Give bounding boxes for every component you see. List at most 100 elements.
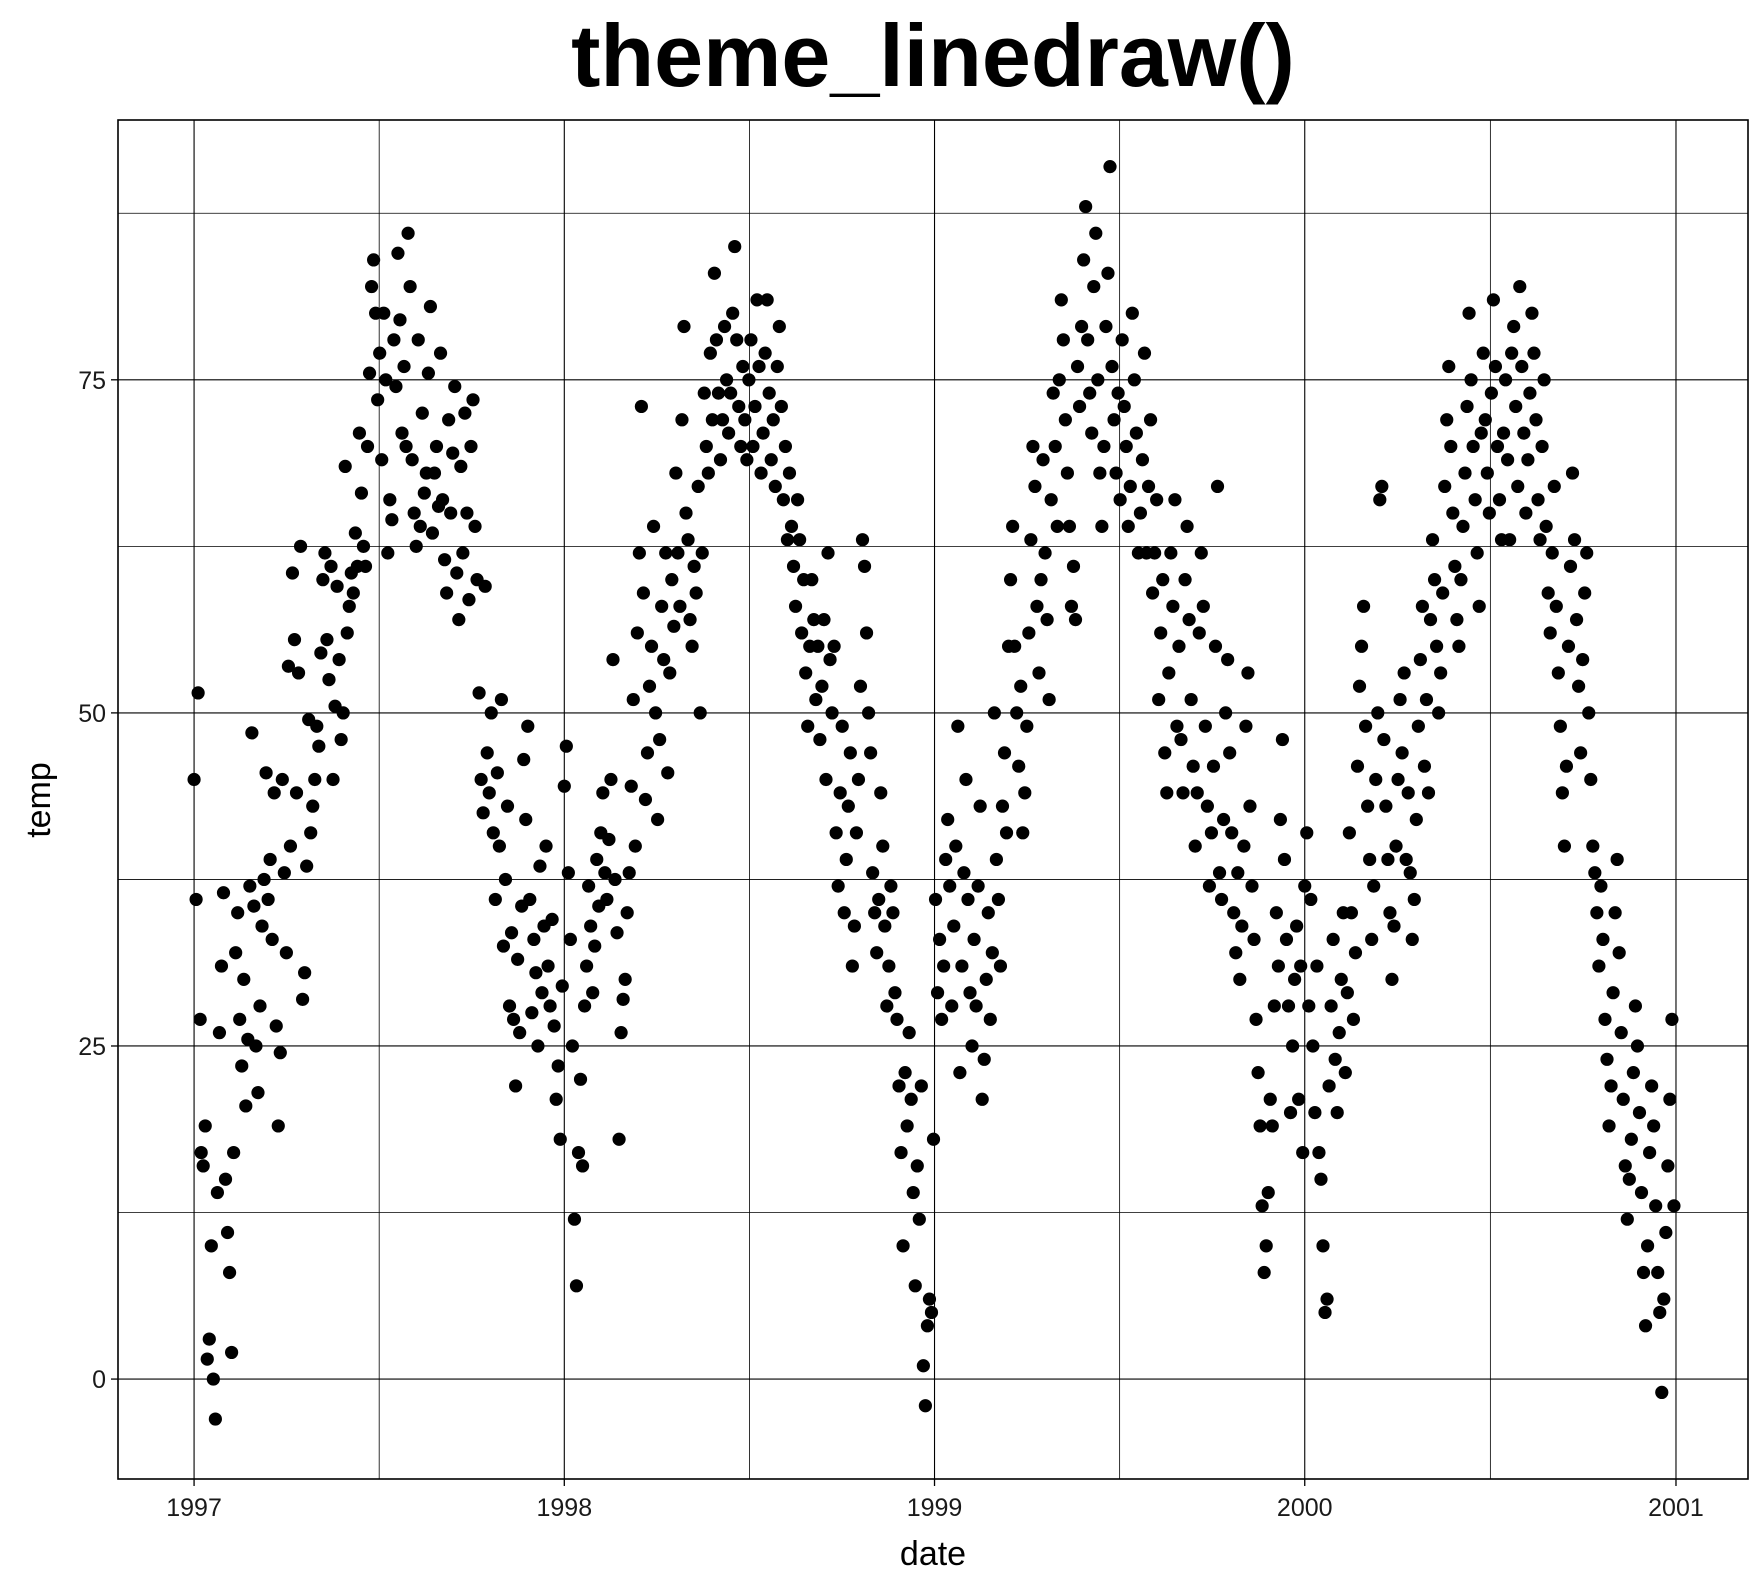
data-point — [1446, 506, 1460, 520]
data-point — [245, 726, 259, 740]
data-point — [827, 639, 841, 653]
data-point — [726, 306, 740, 320]
data-point — [823, 653, 837, 667]
data-point — [1101, 266, 1115, 280]
data-point — [575, 1159, 590, 1173]
data-point — [229, 946, 243, 960]
data-point — [596, 786, 610, 800]
data-point — [1178, 573, 1192, 587]
data-point — [1030, 599, 1044, 613]
data-point — [1612, 946, 1626, 960]
data-point — [482, 786, 496, 800]
data-point — [835, 719, 849, 733]
data-point — [517, 752, 531, 767]
data-point — [659, 546, 673, 560]
data-point — [849, 826, 864, 840]
data-point — [981, 906, 995, 920]
data-point — [815, 679, 829, 693]
data-point — [928, 892, 943, 907]
data-point — [456, 546, 470, 560]
data-point — [1300, 826, 1314, 840]
data-point — [573, 1072, 588, 1086]
data-point — [1318, 1305, 1332, 1320]
data-point — [231, 906, 245, 920]
data-point — [488, 892, 502, 907]
data-point — [845, 959, 859, 973]
data-point — [722, 426, 736, 440]
data-point — [997, 746, 1012, 760]
data-point — [600, 892, 614, 907]
data-point — [275, 772, 289, 787]
data-point — [983, 1012, 997, 1026]
data-point — [1115, 333, 1129, 347]
y-tick-label: 25 — [78, 1033, 106, 1061]
data-point — [1091, 373, 1105, 387]
data-point — [857, 559, 872, 573]
data-point — [703, 346, 717, 360]
data-point — [464, 439, 478, 454]
data-point — [1628, 999, 1643, 1013]
data-point — [506, 1012, 521, 1026]
data-point — [699, 439, 713, 454]
data-point — [1036, 453, 1050, 467]
data-point — [1478, 413, 1492, 427]
data-point — [1430, 639, 1444, 653]
x-tick-label: 2001 — [1648, 1494, 1704, 1522]
data-point — [610, 926, 624, 940]
data-point — [1521, 453, 1535, 467]
data-point — [943, 879, 957, 893]
data-point — [1505, 346, 1519, 360]
data-point — [375, 453, 389, 467]
data-point — [334, 732, 348, 747]
data-point — [1610, 852, 1624, 867]
data-point — [569, 1279, 584, 1293]
data-point — [768, 479, 782, 493]
data-point — [306, 799, 320, 813]
data-point — [1492, 493, 1507, 507]
data-point — [1527, 346, 1541, 360]
data-point — [1302, 999, 1316, 1013]
data-point — [1125, 306, 1139, 320]
data-point — [1255, 1199, 1269, 1213]
x-axis-ticks: 1997 1998 1999 2000 2001 — [166, 1479, 1704, 1522]
data-point — [908, 1279, 922, 1293]
data-point — [701, 466, 715, 480]
data-point — [1409, 812, 1423, 827]
data-point — [864, 746, 878, 760]
data-point — [490, 766, 504, 780]
data-point — [312, 739, 326, 753]
data-point — [1105, 359, 1119, 374]
data-point — [1034, 573, 1048, 587]
data-point — [945, 999, 959, 1013]
data-point — [300, 859, 314, 873]
data-point — [187, 772, 201, 787]
data-point — [750, 293, 764, 307]
data-point — [1072, 399, 1087, 414]
data-point — [269, 1019, 283, 1033]
data-point — [468, 519, 482, 533]
data-point — [843, 746, 857, 760]
data-point — [1638, 1319, 1653, 1333]
data-point — [855, 533, 870, 547]
data-point — [1227, 906, 1241, 920]
data-point — [553, 1132, 567, 1146]
data-point — [227, 1145, 241, 1160]
data-point — [1261, 1185, 1275, 1200]
data-point — [346, 586, 360, 600]
data-point — [352, 426, 367, 440]
data-point — [1543, 626, 1557, 640]
data-point — [549, 1092, 563, 1106]
data-point — [1537, 373, 1551, 387]
data-point — [695, 546, 709, 560]
data-point — [963, 986, 977, 1000]
data-point — [1089, 226, 1103, 240]
data-point — [602, 832, 616, 847]
data-point — [304, 826, 318, 840]
data-point — [212, 1026, 227, 1040]
data-point — [1403, 866, 1417, 880]
data-point — [1024, 533, 1038, 547]
data-point — [971, 879, 985, 893]
data-point — [1176, 786, 1190, 800]
data-point — [1085, 426, 1099, 440]
